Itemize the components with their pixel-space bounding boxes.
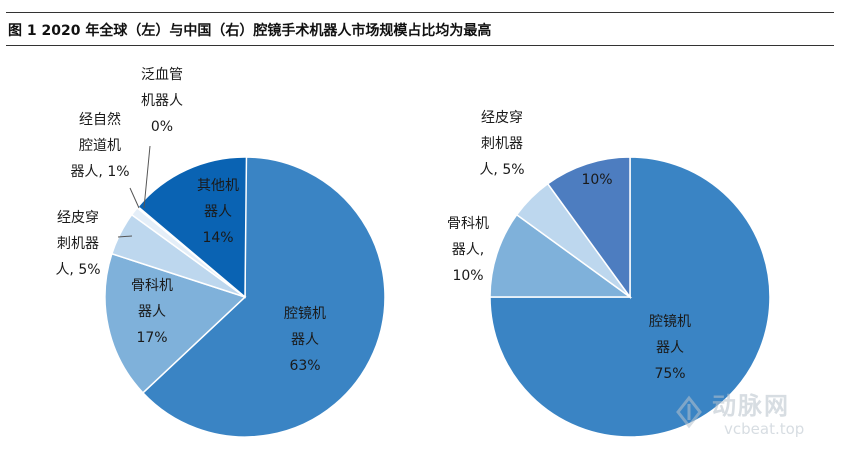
pie-slice-global-1 bbox=[104, 252, 247, 394]
slice-label-line: 腔镜机 bbox=[284, 306, 326, 322]
slice-label-china-2: 经皮穿刺机器人, 5% bbox=[479, 110, 524, 178]
slice-label-line: 刺机器 bbox=[481, 136, 523, 152]
figure-title: 图 1 2020 年全球（左）与中国（右）腔镜手术机器人市场规模占比均为最高 bbox=[8, 23, 492, 39]
pie-slice-china-3 bbox=[546, 156, 631, 300]
slice-label-line: 骨科机 bbox=[447, 216, 489, 232]
slice-label-line: 经皮穿 bbox=[57, 210, 99, 226]
top-rule bbox=[6, 12, 834, 13]
pie-slice-china-0 bbox=[489, 156, 771, 438]
slice-label-line: 经皮穿 bbox=[481, 110, 523, 126]
slice-label-global-2: 经皮穿刺机器人, 5% bbox=[55, 210, 100, 278]
slice-label-line: 10% bbox=[452, 268, 483, 284]
pie-chart-global: 腔镜机器人 63%骨科机器人 17%经皮穿刺机器人, 5%经自然腔道机器人, 1%泛… bbox=[55, 67, 386, 438]
slice-label-line: 人, 5% bbox=[479, 162, 524, 178]
watermark-logo-text: 动脉网 bbox=[712, 392, 790, 420]
slice-label-line: 腔道机 bbox=[79, 138, 121, 154]
pie-slice-china-1 bbox=[489, 213, 633, 298]
slice-label-line: 腔镜机 bbox=[649, 314, 691, 330]
slice-label-line: 器人 bbox=[204, 204, 232, 220]
slice-label-line: 0% bbox=[151, 119, 173, 135]
slice-label-global-1: 骨科机器人 17% bbox=[131, 278, 173, 346]
slice-label-global-5: 其他机器人 14% bbox=[197, 178, 239, 246]
pie-slice-global-5 bbox=[137, 156, 248, 299]
watermark-logo-icon bbox=[676, 395, 702, 429]
leader-line bbox=[143, 145, 151, 209]
slice-label-line: 机器人 bbox=[141, 93, 183, 109]
leader-line bbox=[129, 187, 140, 209]
pie-chart-china: 腔镜机器人 75% 骨科机器人, 10% 经皮穿刺机器人, 5% 10% bbox=[447, 110, 771, 438]
slice-label-line: 器人, 1% bbox=[70, 164, 129, 180]
title-underline bbox=[6, 45, 834, 46]
slice-label-line: 经自然 bbox=[79, 111, 121, 128]
slice-label-line: 器人, bbox=[452, 242, 484, 258]
slice-label-line: 63% bbox=[289, 358, 320, 374]
slice-label-line: 10% bbox=[581, 172, 612, 188]
slice-label-line: 泛血管 bbox=[141, 67, 183, 83]
slice-label-line: 75% bbox=[654, 366, 685, 382]
watermark-url: vcbeat.top bbox=[724, 420, 805, 438]
slice-label-line: 人, 5% bbox=[55, 262, 100, 278]
slice-label-line: 17% bbox=[136, 330, 167, 346]
slice-label-line: 器人 bbox=[138, 304, 166, 320]
slice-label-line: 骨科机 bbox=[131, 278, 173, 294]
leader-line bbox=[117, 235, 133, 238]
slice-label-line: 其他机 bbox=[197, 178, 239, 194]
slice-label-global-0: 腔镜机器人 63% bbox=[284, 306, 326, 374]
slice-label-china-3: 10% bbox=[581, 172, 612, 188]
slice-label-line: 刺机器 bbox=[57, 236, 99, 252]
slice-label-line: 器人 bbox=[656, 340, 684, 356]
slice-label-line: 器人 bbox=[291, 332, 319, 348]
slice-label-line: 14% bbox=[202, 230, 233, 246]
slice-label-global-3: 经自然腔道机器人, 1% bbox=[70, 111, 129, 180]
slice-label-china-0: 腔镜机器人 75% bbox=[649, 314, 691, 382]
pie-slice-global-0 bbox=[141, 156, 386, 438]
watermark: 动脉网 vcbeat.top bbox=[668, 386, 844, 446]
slice-label-global-4: 泛血管机器人 0% bbox=[141, 67, 183, 135]
slice-label-china-1: 骨科机器人, 10% bbox=[447, 216, 489, 284]
